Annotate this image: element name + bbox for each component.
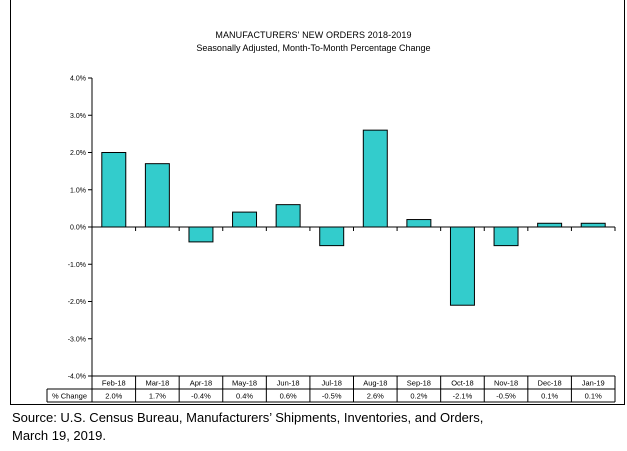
y-tick-label: 2.0% <box>70 150 86 157</box>
category-label: Oct-18 <box>451 379 474 388</box>
category-label: Nov-18 <box>494 379 518 388</box>
value-label: 1.7% <box>149 392 166 401</box>
value-label: -2.1% <box>453 392 473 401</box>
y-tick-label: -3.0% <box>68 336 86 343</box>
value-label: -0.4% <box>191 392 211 401</box>
value-label: -0.5% <box>496 392 516 401</box>
bar-chart: 4.0% 3.0% 2.0% 1.0% 0.0% -1.0% -2.0% -3.0% -4.0%… <box>46 76 616 403</box>
category-label: Jul-18 <box>321 379 341 388</box>
category-label: Jan-19 <box>582 379 605 388</box>
y-tick-label: 1.0% <box>70 187 86 194</box>
bar <box>144 163 170 228</box>
y-tick-label: 4.0% <box>70 76 86 83</box>
bar <box>406 219 432 228</box>
value-label: 0.6% <box>280 392 297 401</box>
y-tick-label: -2.0% <box>68 299 86 306</box>
bar <box>449 226 475 306</box>
y-tick-label: -1.0% <box>68 262 86 269</box>
bar <box>101 152 127 228</box>
bar <box>319 226 345 247</box>
y-tick-label: 3.0% <box>70 113 86 120</box>
value-label: 0.2% <box>410 392 427 401</box>
value-label: 0.4% <box>236 392 253 401</box>
category-label: Apr-18 <box>190 379 213 388</box>
source-note-line1: Source: U.S. Census Bureau, Manufacturer… <box>12 410 484 425</box>
table-row-label: % Change <box>52 392 87 401</box>
chart-frame <box>10 0 625 405</box>
category-label: Mar-18 <box>145 379 169 388</box>
chart-title: MANUFACTURERS' NEW ORDERS 2018-2019 <box>215 30 412 40</box>
category-label: Jun-18 <box>277 379 300 388</box>
value-label: 2.0% <box>105 392 122 401</box>
bar <box>580 222 606 228</box>
y-tick-label: 0.0% <box>70 225 86 232</box>
bar <box>493 226 519 247</box>
category-label: Sep-18 <box>407 379 431 388</box>
bar <box>362 129 388 228</box>
category-label: Feb-18 <box>102 379 126 388</box>
bar <box>188 226 214 243</box>
category-label: Dec-18 <box>538 379 562 388</box>
bar <box>537 222 563 228</box>
value-label: 0.1% <box>541 392 558 401</box>
bar <box>275 204 301 228</box>
category-label: Aug-18 <box>363 379 387 388</box>
source-note-line2: March 19, 2019. <box>12 428 106 443</box>
value-label: 2.6% <box>367 392 384 401</box>
value-label: -0.5% <box>322 392 342 401</box>
y-tick-label: -4.0% <box>68 374 86 381</box>
value-label: 0.1% <box>585 392 602 401</box>
category-label: May-18 <box>232 379 257 388</box>
bar <box>232 211 258 228</box>
chart-subtitle: Seasonally Adjusted, Month-To-Month Perc… <box>196 43 431 53</box>
